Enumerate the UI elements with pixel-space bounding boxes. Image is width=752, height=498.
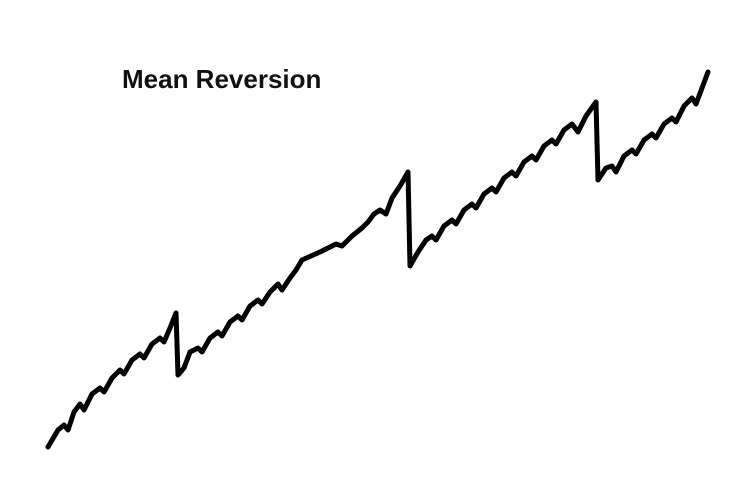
title: Mean Reversion <box>122 64 321 94</box>
price-line <box>45 69 711 450</box>
